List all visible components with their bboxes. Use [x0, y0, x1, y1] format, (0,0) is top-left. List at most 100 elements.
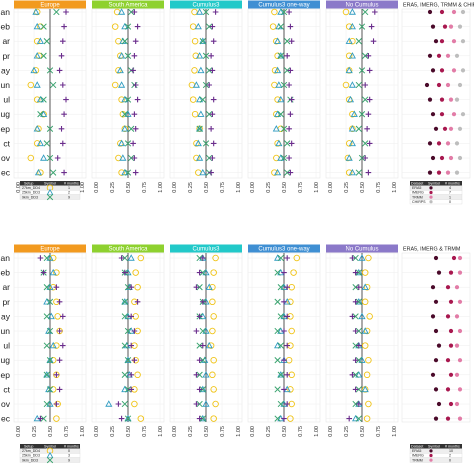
plus-marker — [281, 328, 287, 334]
dataset-dot — [448, 24, 454, 29]
circle-marker — [363, 327, 371, 335]
facet-title: Europe — [40, 247, 60, 253]
circle-marker — [27, 154, 35, 162]
cross-marker — [124, 169, 132, 176]
plus-marker — [118, 255, 125, 261]
cross-marker — [274, 386, 281, 393]
plus-marker — [284, 284, 290, 290]
x-tick-label: 1.00 — [236, 426, 242, 437]
cross-marker — [196, 371, 203, 378]
plus-marker — [286, 126, 292, 132]
dataset-dot — [433, 328, 439, 334]
cross-marker — [43, 400, 50, 408]
triangle-marker — [274, 254, 282, 261]
triangle-marker — [346, 95, 355, 103]
triangle-marker — [43, 298, 51, 305]
facet-header — [326, 244, 398, 253]
plus-marker — [281, 415, 287, 422]
month-label: eb — [1, 22, 11, 32]
month-label: ct — [3, 384, 10, 394]
cross-marker — [284, 140, 291, 147]
dataset-dot — [439, 155, 445, 161]
plus-marker — [196, 313, 203, 320]
triangle-marker — [121, 22, 129, 30]
circle-marker — [53, 342, 60, 349]
legend-setup: 27km_DD4 — [22, 186, 40, 190]
panel-bottom: an eb ar pr ay un ul ug ep ct ov ec Europe 0.00 0.25 0.… — [1, 244, 471, 464]
dataset-dot — [424, 82, 430, 88]
plus-marker — [131, 357, 138, 363]
dataset-dot — [457, 155, 463, 161]
dataset-legend-header-row — [410, 444, 462, 449]
dataset-dot — [460, 68, 466, 73]
plus-marker — [287, 169, 294, 176]
plus-marker — [366, 67, 373, 74]
cross-marker — [284, 38, 291, 45]
circle-marker — [342, 8, 350, 16]
x-tick-label: 0.75 — [220, 182, 226, 193]
month-label: pr — [2, 297, 10, 307]
plus-marker — [56, 386, 63, 393]
triangle-marker — [274, 66, 282, 74]
cross-marker — [128, 8, 135, 16]
triangle-marker — [119, 154, 127, 161]
cross-marker — [352, 313, 359, 320]
circle-marker — [210, 386, 217, 393]
cross-marker — [274, 357, 281, 364]
month-label: ep — [1, 124, 11, 134]
dataset-dot — [436, 170, 442, 175]
dataset-dot — [430, 112, 436, 117]
dataset-dot — [442, 126, 448, 131]
legend-header-row — [20, 181, 80, 186]
circle-marker — [365, 400, 372, 408]
legend-header: Setup — [24, 445, 33, 449]
triangle-marker — [121, 95, 129, 103]
triangle-marker — [33, 81, 41, 88]
cross-marker — [277, 52, 284, 59]
triangle-marker — [361, 385, 369, 393]
circle-marker — [37, 169, 44, 176]
cross-marker — [124, 357, 132, 364]
dataset-dot — [439, 112, 445, 117]
plus-marker — [61, 169, 67, 176]
x-tick-label: 0.50 — [360, 426, 366, 437]
cross-marker — [355, 169, 362, 176]
cross-marker — [280, 154, 288, 162]
x-tick-label: 0.75 — [64, 426, 70, 437]
circle-marker — [366, 313, 373, 320]
circle-marker — [111, 81, 119, 89]
circle-marker — [191, 37, 199, 45]
plus-marker — [53, 401, 60, 407]
triangle-marker — [40, 110, 48, 117]
month-label: ct — [3, 138, 10, 148]
triangle-marker — [274, 168, 282, 176]
plus-marker — [196, 269, 203, 276]
plus-marker — [366, 96, 373, 103]
x-tick-label: 0.00 — [250, 426, 256, 437]
circle-marker — [35, 52, 43, 60]
facet-header — [170, 244, 242, 253]
dataset-legend-row — [409, 199, 463, 205]
triangle-marker — [345, 66, 353, 74]
plus-marker — [200, 299, 206, 305]
plus-marker — [287, 111, 294, 117]
cross-marker — [121, 298, 128, 305]
cross-marker — [46, 327, 54, 335]
dataset-count: 0 — [449, 458, 451, 462]
cross-marker — [280, 8, 288, 16]
cross-marker — [352, 254, 359, 262]
cross-marker — [358, 23, 366, 30]
plus-marker — [60, 38, 66, 44]
plus-marker — [60, 140, 66, 147]
cross-marker — [352, 342, 359, 349]
panel-top: an eb ar pr ay un ul ug ep ct ov ec Europe 0.00 0.25 0.… — [1, 0, 474, 205]
dataset-dot — [454, 314, 460, 319]
triangle-marker — [358, 254, 366, 261]
legend-setup: 9km_DD3 — [22, 458, 38, 462]
plus-marker — [368, 23, 375, 30]
cross-marker — [280, 81, 288, 89]
cross-marker — [274, 269, 281, 276]
triangle-marker — [124, 356, 132, 363]
cross-marker — [50, 81, 57, 89]
